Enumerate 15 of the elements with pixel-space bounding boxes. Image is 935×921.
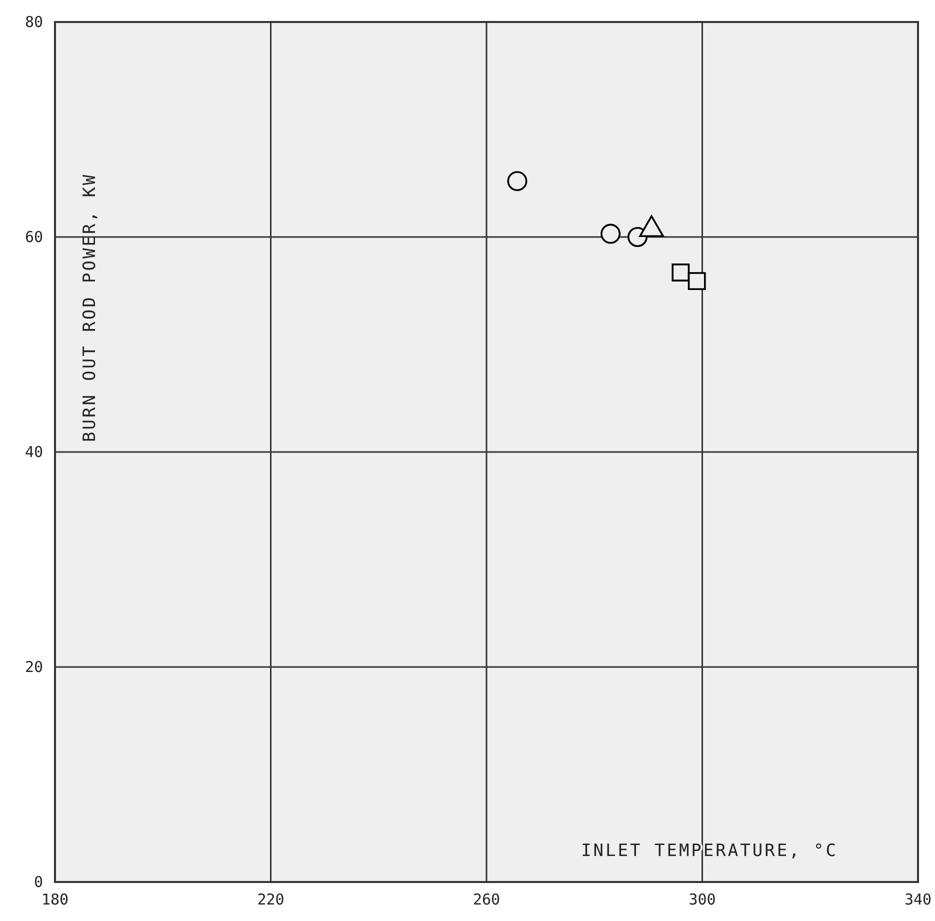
y-tick-label: 80 bbox=[24, 12, 43, 31]
point bbox=[672, 264, 690, 282]
y-tick-label: 20 bbox=[24, 658, 43, 676]
y-tick-label: 60 bbox=[24, 228, 43, 246]
x-tick-label: 220 bbox=[257, 890, 284, 909]
y-tick-label: 40 bbox=[24, 442, 43, 461]
x-tick-label: 340 bbox=[904, 890, 932, 909]
y-tick-label: 0 bbox=[34, 872, 43, 891]
point bbox=[507, 171, 528, 192]
x-tick-label: 300 bbox=[688, 890, 716, 909]
point bbox=[600, 224, 621, 244]
y-axis-title: BURN OUT ROD POWER, KW bbox=[80, 172, 100, 442]
point bbox=[688, 272, 706, 290]
x-tick-label: 180 bbox=[41, 890, 69, 909]
x-tick-label: 260 bbox=[472, 890, 500, 909]
